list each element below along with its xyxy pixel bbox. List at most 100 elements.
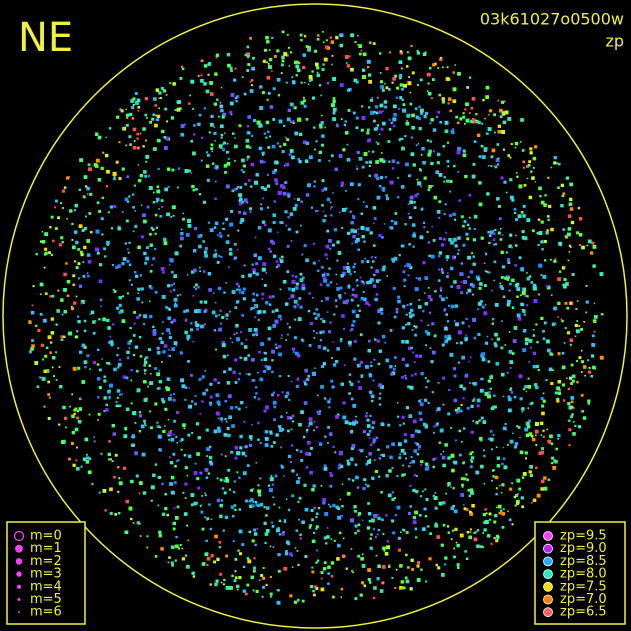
- star: [136, 315, 140, 320]
- star: [136, 146, 140, 150]
- star: [376, 96, 379, 99]
- size-swatch: [17, 598, 21, 601]
- star: [287, 108, 291, 112]
- star: [412, 245, 415, 248]
- star: [263, 357, 268, 361]
- star: [273, 254, 277, 258]
- star: [393, 256, 398, 261]
- star: [174, 251, 179, 256]
- star: [97, 396, 100, 399]
- star: [219, 309, 222, 312]
- star: [222, 222, 225, 225]
- star: [280, 255, 284, 259]
- star: [339, 43, 344, 48]
- star: [521, 411, 524, 413]
- star: [419, 402, 424, 407]
- star: [234, 508, 237, 511]
- star: [524, 451, 528, 455]
- star: [241, 451, 246, 456]
- star: [534, 181, 537, 183]
- star: [486, 335, 489, 338]
- star: [561, 266, 566, 270]
- star: [522, 214, 526, 218]
- star: [144, 356, 147, 359]
- star: [283, 142, 287, 147]
- star: [404, 265, 407, 268]
- star: [66, 217, 68, 220]
- star: [584, 374, 586, 377]
- star: [475, 113, 478, 116]
- star: [357, 198, 360, 201]
- star: [259, 377, 264, 382]
- star: [425, 498, 429, 501]
- star: [407, 212, 410, 215]
- star: [257, 318, 260, 321]
- star: [433, 195, 437, 200]
- star: [572, 432, 576, 436]
- star: [351, 569, 353, 572]
- star: [380, 152, 383, 154]
- star: [295, 230, 299, 234]
- star: [256, 334, 258, 337]
- star: [43, 318, 47, 323]
- star: [265, 35, 269, 40]
- star: [357, 43, 359, 46]
- size-swatch: [16, 584, 22, 589]
- star: [194, 462, 197, 465]
- star: [177, 100, 181, 104]
- star: [442, 272, 444, 274]
- star: [368, 429, 372, 433]
- star: [316, 71, 319, 74]
- star: [283, 124, 286, 127]
- star: [439, 287, 443, 290]
- star: [321, 179, 325, 183]
- star: [249, 146, 252, 149]
- star: [271, 359, 274, 362]
- star: [52, 356, 56, 360]
- star: [150, 499, 153, 502]
- star: [237, 407, 241, 411]
- star: [412, 520, 417, 525]
- star: [427, 286, 430, 289]
- star: [77, 262, 81, 266]
- star: [187, 539, 189, 542]
- star: [372, 441, 375, 444]
- star: [439, 57, 443, 62]
- star: [297, 317, 302, 322]
- star: [570, 415, 573, 419]
- star: [496, 464, 500, 468]
- star: [198, 113, 202, 117]
- star: [219, 231, 222, 235]
- star: [324, 398, 327, 401]
- star: [438, 93, 441, 97]
- star: [340, 184, 344, 187]
- star: [286, 244, 290, 248]
- star: [190, 374, 193, 377]
- star: [234, 570, 237, 573]
- star: [361, 564, 366, 568]
- star: [351, 293, 355, 297]
- star: [458, 409, 461, 412]
- star: [456, 252, 459, 255]
- star: [284, 181, 288, 184]
- star: [402, 528, 406, 532]
- star: [523, 236, 528, 241]
- star: [161, 361, 163, 363]
- star: [169, 456, 171, 459]
- star: [495, 158, 500, 163]
- star: [225, 477, 229, 481]
- star: [350, 446, 354, 450]
- star: [532, 498, 537, 502]
- star: [253, 253, 257, 257]
- star: [265, 514, 268, 517]
- star: [532, 334, 536, 337]
- star: [156, 200, 158, 203]
- star: [320, 485, 323, 487]
- star: [318, 84, 322, 87]
- star: [147, 174, 151, 178]
- star: [335, 36, 339, 40]
- star: [500, 227, 502, 230]
- star: [152, 473, 156, 477]
- star: [570, 363, 574, 367]
- star: [255, 173, 259, 177]
